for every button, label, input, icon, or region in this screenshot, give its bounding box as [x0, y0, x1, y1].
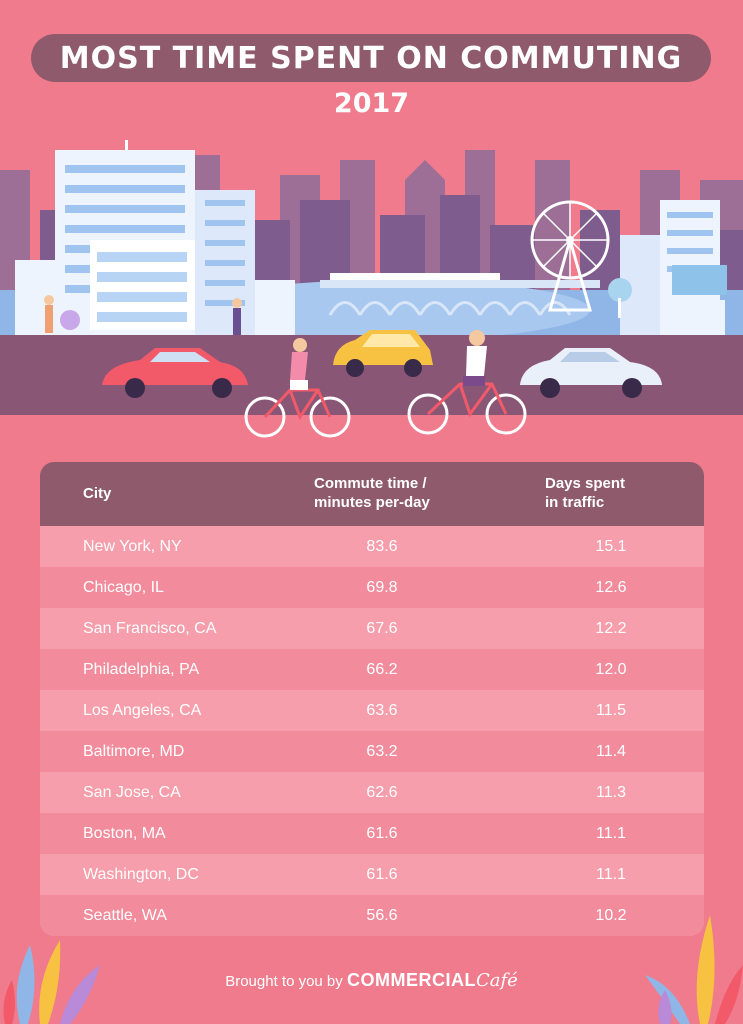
footer-credit: Brought to you by COMMERCIALCafé	[0, 970, 743, 991]
page-subtitle: 2017	[333, 88, 410, 119]
cell-city: San Jose, CA	[83, 784, 181, 801]
column-header-city: City	[83, 485, 112, 502]
column-header-commute: Commute time / minutes per-day	[314, 474, 430, 512]
cell-days: 10.2	[595, 907, 627, 924]
cell-city: Washington, DC	[83, 866, 199, 883]
cell-days: 11.1	[596, 825, 626, 842]
cell-commute: 61.6	[366, 866, 398, 883]
commute-table: City Commute time / minutes per-day Days…	[40, 462, 704, 936]
cell-days: 11.4	[596, 743, 626, 760]
title-banner: MOST TIME SPENT ON COMMUTING	[31, 34, 711, 82]
table-row: Philadelphia, PA 66.2 12.0	[40, 649, 704, 690]
table-row: New York, NY 83.6 15.1	[40, 526, 704, 567]
table-row: Seattle, WA 56.6 10.2	[40, 895, 704, 936]
cell-city: New York, NY	[83, 538, 182, 555]
cell-commute: 63.6	[366, 702, 398, 719]
cell-city: San Francisco, CA	[83, 620, 217, 637]
table-row: San Jose, CA 62.6 11.3	[40, 772, 704, 813]
table-row: San Francisco, CA 67.6 12.2	[40, 608, 704, 649]
cell-commute: 62.6	[366, 784, 398, 801]
cell-city: Boston, MA	[83, 825, 166, 842]
cell-city: Chicago, IL	[83, 579, 164, 596]
cell-days: 12.2	[595, 620, 627, 637]
cell-days: 11.1	[596, 866, 626, 883]
cell-commute: 61.6	[366, 825, 398, 842]
page-title: MOST TIME SPENT ON COMMUTING	[59, 40, 683, 76]
cell-days: 15.1	[595, 538, 627, 555]
table-header: City Commute time / minutes per-day Days…	[40, 462, 704, 526]
cell-days: 11.5	[596, 702, 626, 719]
cell-days: 11.3	[596, 784, 626, 801]
cell-commute: 67.6	[366, 620, 398, 637]
column-header-commute-line1: Commute time /	[314, 475, 427, 492]
cell-days: 12.0	[595, 661, 627, 678]
footer-prefix: Brought to you by	[225, 973, 347, 990]
cell-commute: 66.2	[366, 661, 398, 678]
leaves-left-decoration	[3, 940, 100, 1024]
cell-days: 12.6	[595, 579, 627, 596]
city-illustration	[0, 140, 743, 438]
cell-city: Baltimore, MD	[83, 743, 185, 760]
cell-city: Seattle, WA	[83, 907, 167, 924]
cell-city: Philadelphia, PA	[83, 661, 200, 678]
cell-commute: 56.6	[366, 907, 398, 924]
brand-logo-text: COMMERCIAL	[346, 970, 476, 990]
table-row: Baltimore, MD 63.2 11.4	[40, 731, 704, 772]
brand-logo-script: Café	[475, 970, 518, 991]
cell-commute: 63.2	[366, 743, 398, 760]
cell-commute: 69.8	[366, 579, 398, 596]
table-row: Chicago, IL 69.8 12.6	[40, 567, 704, 608]
column-header-commute-line2: minutes per-day	[314, 494, 430, 511]
table-body: New York, NY 83.6 15.1 Chicago, IL 69.8 …	[40, 526, 704, 936]
table-row: Washington, DC 61.6 11.1	[40, 854, 704, 895]
table-row: Boston, MA 61.6 11.1	[40, 813, 704, 854]
column-header-days: Days spent in traffic	[545, 474, 625, 512]
table-row: Los Angeles, CA 63.6 11.5	[40, 690, 704, 731]
leaves-right-decoration	[645, 915, 743, 1024]
column-header-days-line2: in traffic	[545, 494, 605, 511]
cell-commute: 83.6	[366, 538, 398, 555]
column-header-days-line1: Days spent	[545, 475, 626, 492]
cell-city: Los Angeles, CA	[83, 702, 202, 719]
